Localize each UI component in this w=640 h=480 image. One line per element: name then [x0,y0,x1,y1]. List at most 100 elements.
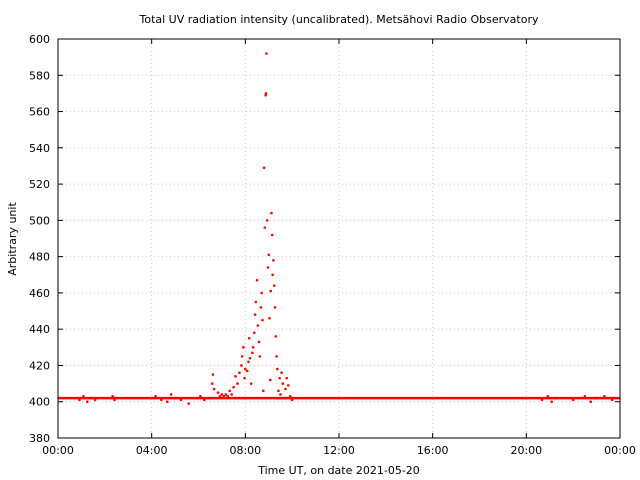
data-point [113,398,116,402]
data-point [211,373,215,376]
data-point [274,335,278,338]
data-points [58,52,620,405]
x-tick-label: 12:00 [323,444,355,457]
data-point [260,291,264,295]
data-point [603,394,606,398]
data-point [82,394,85,398]
data-point [173,396,177,400]
data-point [255,278,259,282]
y-axis-label: Arbitrary unit [6,202,19,276]
data-point [283,396,286,400]
data-point [220,393,224,396]
data-point [111,394,114,398]
data-point [253,313,257,316]
data-point [279,393,282,396]
data-point [286,384,290,387]
y-tick-label: 600 [29,33,50,46]
data-point [281,382,285,385]
data-point [251,346,255,349]
chart-title: Total UV radiation intensity (uncalibrat… [139,13,539,26]
data-point [234,375,237,378]
data-point [251,351,254,355]
data-point [210,382,214,385]
data-point [165,400,169,404]
data-point [288,394,292,398]
data-point [276,367,279,371]
data-point [244,367,247,371]
data-point [290,398,294,402]
data-point [269,378,272,382]
data-point [271,273,274,277]
data-point [216,391,220,394]
y-tick-label: 400 [29,396,50,409]
data-point [262,166,266,170]
y-tick-label: 520 [29,178,50,191]
data-point [212,387,216,391]
data-point [595,396,598,400]
data-point [268,317,271,320]
data-point [273,306,277,309]
data-point [199,394,202,398]
data-point [284,387,287,391]
data-point [169,393,173,396]
data-point [272,258,275,262]
data-point [285,376,289,380]
data-point [245,369,249,373]
data-point [238,371,241,375]
axes: 380 400 420 440 460 480 500 520 540 560 580 600 00:0… [29,33,636,457]
data-point [248,356,252,360]
data-point [218,394,222,398]
x-tick-label: 04:00 [136,444,168,457]
data-point [257,340,261,344]
data-point [546,394,550,398]
data-point [278,376,281,380]
y-tick-label: 440 [29,323,50,336]
data-point [269,289,273,293]
data-point [253,331,256,335]
data-point [540,398,544,402]
data-point [89,396,93,400]
data-point [187,402,191,405]
data-point [550,400,554,404]
data-point [160,398,163,402]
data-point [589,400,593,404]
data-point [571,398,575,402]
data-point [222,394,226,398]
data-point [261,389,265,393]
data-point [78,398,81,402]
data-point [179,398,183,402]
data-point [265,52,268,55]
data-point [259,306,263,309]
data-point [254,300,258,304]
data-point [240,364,243,367]
data-point [154,394,157,398]
y-tick-label: 560 [29,106,50,119]
x-tick-label: 08:00 [229,444,261,457]
data-point [230,393,233,396]
data-point [85,400,89,404]
y-tick-label: 380 [29,432,50,445]
data-point [261,318,264,322]
data-point [236,382,239,385]
y-tick-label: 480 [29,251,50,264]
data-point [258,355,262,358]
data-point [203,398,206,402]
data-point [242,346,245,349]
data-point [272,284,276,287]
data-point [224,393,228,396]
y-tick-label: 580 [29,69,50,82]
data-point [583,394,587,398]
data-point [247,336,251,340]
data-point [264,92,268,95]
data-point [610,398,614,402]
data-point [280,371,283,375]
y-tick-label: 540 [29,142,50,155]
data-point [266,266,270,269]
x-tick-label: 00:00 [604,444,636,457]
plot-frame [57,38,621,439]
x-axis-label: Time UT, on date 2021-05-20 [257,464,420,477]
y-tick-label: 420 [29,359,50,372]
data-point [256,324,260,327]
x-tick-label: 16:00 [417,444,449,457]
data-point [208,396,212,400]
